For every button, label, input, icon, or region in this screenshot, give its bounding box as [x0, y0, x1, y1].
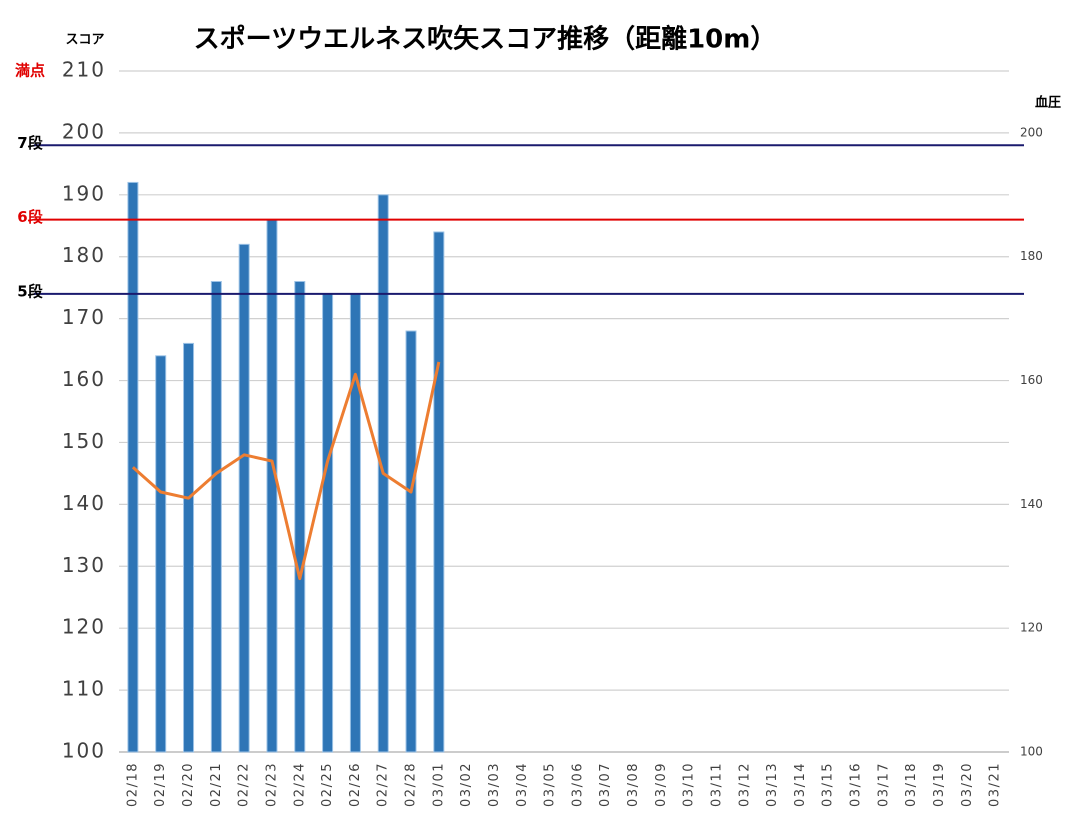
y-tick-label: 210: [62, 58, 106, 82]
x-tick-label: 02/22: [237, 762, 252, 807]
x-tick-label: 03/03: [487, 762, 502, 807]
bar: [294, 280, 306, 753]
bar: [266, 219, 278, 753]
bar: [322, 293, 334, 753]
x-tick-label: 03/09: [654, 762, 669, 807]
reference-label: 6段: [17, 208, 42, 226]
x-tick-label: 03/10: [682, 762, 697, 807]
bar: [155, 355, 167, 753]
y2-tick-label: 100: [1020, 745, 1043, 759]
x-tick-label: 02/24: [292, 762, 307, 807]
reference-label: 7段: [17, 134, 42, 152]
reference-label: 5段: [17, 282, 42, 300]
x-tick-label: 03/18: [904, 762, 919, 807]
x-tick-label: 03/01: [431, 762, 446, 807]
y-tick-label: 140: [62, 491, 106, 515]
x-tick-label: 03/13: [765, 762, 780, 807]
x-tick-label: 02/26: [348, 762, 363, 807]
bar: [238, 243, 250, 753]
x-tick-label: 03/14: [793, 762, 808, 807]
line: [131, 361, 441, 581]
x-tick-label: 03/06: [570, 762, 585, 807]
y2-tick-label: 160: [1020, 373, 1043, 387]
x-tick-label: 02/18: [125, 762, 140, 807]
x-tick-label: 02/27: [376, 762, 391, 807]
bar: [349, 293, 361, 753]
x-tick-label: 03/16: [849, 762, 864, 807]
x-tick-label: 02/23: [264, 762, 279, 807]
x-tick-label: 02/25: [320, 762, 335, 807]
y2-tick-label: 140: [1020, 497, 1043, 511]
x-tick-label: 03/08: [626, 762, 641, 807]
y2-axis-label: 血圧: [1035, 95, 1061, 111]
y-tick-label: 190: [62, 181, 106, 205]
x-tick-label: 03/20: [960, 762, 975, 807]
x-tick-label: 03/17: [876, 762, 891, 807]
y-axis-label: スコア: [65, 33, 104, 48]
y-tick-label: 110: [62, 677, 106, 701]
x-tick-label: 03/11: [709, 762, 724, 807]
x-tick-label: 02/21: [209, 762, 224, 807]
y2-tick-label: 200: [1020, 125, 1043, 139]
y-tick-label: 160: [62, 367, 106, 391]
y-tick-label: 180: [62, 243, 106, 267]
y-tick-label: 170: [62, 305, 106, 329]
bar: [210, 280, 222, 753]
x-tick-label: 03/19: [932, 762, 947, 807]
y-tick-label: 130: [62, 553, 106, 577]
y2-tick-label: 120: [1020, 621, 1043, 635]
x-tick-label: 02/28: [404, 762, 419, 807]
x-tick-label: 03/04: [515, 762, 530, 807]
bar: [183, 342, 195, 753]
x-tick-label: 03/15: [821, 762, 836, 807]
y2-tick-label: 180: [1020, 249, 1043, 263]
x-tick-label: 03/02: [459, 762, 474, 807]
bar: [433, 231, 445, 753]
x-tick-label: 02/19: [153, 762, 168, 807]
y-tick-label: 100: [62, 739, 106, 763]
y-tick-label: 150: [62, 429, 106, 453]
reference-label: 満点: [15, 62, 45, 80]
x-tick-label: 03/07: [598, 762, 613, 807]
x-tick-label: 02/20: [181, 762, 196, 807]
x-tick-label: 03/05: [543, 762, 558, 807]
y-tick-label: 120: [62, 615, 106, 639]
x-tick-label: 03/21: [988, 762, 1003, 807]
bar: [405, 330, 417, 753]
x-tick-label: 03/12: [737, 762, 752, 807]
chart-title: スポーツウエルネス吹矢スコア推移（距離10m）: [194, 24, 777, 55]
y-tick-label: 200: [62, 119, 106, 143]
